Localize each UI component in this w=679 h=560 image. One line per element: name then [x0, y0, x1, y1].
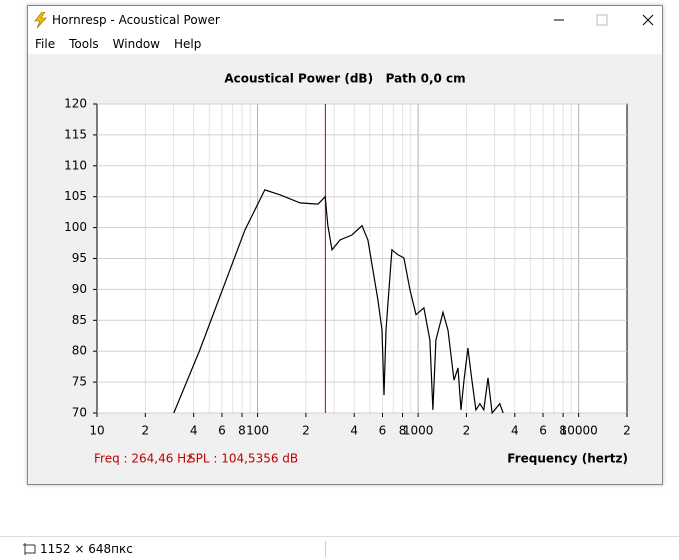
- response-curve: [173, 189, 504, 415]
- title-bar: Hornresp - Acoustical Power: [28, 6, 662, 34]
- y-tick-label: 105: [64, 189, 87, 203]
- y-tick-label: 120: [64, 97, 87, 111]
- x-tick-label: 10: [89, 424, 104, 438]
- y-tick-label: 115: [64, 127, 87, 141]
- x-axis-label: Frequency (hertz): [507, 452, 628, 466]
- menu-item[interactable]: File: [35, 37, 56, 51]
- y-tick-label: 75: [72, 375, 87, 389]
- x-tick-label: 6: [379, 424, 387, 438]
- y-tick-label: 90: [72, 282, 87, 296]
- maximize[interactable]: [596, 14, 608, 26]
- x-tick-label: 4: [190, 424, 198, 438]
- x-tick-label: 2: [623, 424, 631, 438]
- menu-item[interactable]: Help: [173, 37, 202, 51]
- y-tick-label: 95: [72, 251, 87, 265]
- cursor-freq: Freq : 264,46 Hz: [94, 452, 193, 466]
- menu-item[interactable]: Window: [112, 37, 160, 51]
- x-tick-label: 2: [302, 424, 310, 438]
- status-bar: 1152 × 648пкс: [0, 536, 679, 560]
- x-tick-label: 2: [463, 424, 471, 438]
- chart: Acoustical Power (dB) Path 0,0 cm Freque…: [64, 72, 631, 466]
- menu-item[interactable]: Tools: [69, 37, 99, 51]
- y-tick-label: 70: [72, 406, 87, 420]
- close[interactable]: [642, 14, 654, 26]
- x-tick-label: 1000: [403, 424, 434, 438]
- x-tick-label: 6: [218, 424, 226, 438]
- window-controls[interactable]: [542, 6, 662, 34]
- y-tick-label: 85: [72, 313, 87, 327]
- image-size: 1152 × 648пкс: [40, 542, 133, 556]
- chart-title: Acoustical Power (dB) Path 0,0 cm: [224, 72, 465, 86]
- x-tick-label: 4: [511, 424, 519, 438]
- cursor-spl: SPL : 104,5356 dB: [188, 452, 298, 466]
- x-tick-label: 8: [559, 424, 567, 438]
- x-tick-label: 8: [399, 424, 407, 438]
- y-tick-label: 110: [64, 158, 87, 172]
- size-icon: [23, 543, 36, 555]
- y-tick-label: 80: [72, 344, 87, 358]
- window-title: Hornresp - Acoustical Power: [52, 13, 220, 27]
- y-tick-label: 100: [64, 220, 87, 234]
- app-icon: [34, 12, 47, 28]
- x-tick-label: 100: [246, 424, 269, 438]
- x-tick-label: 8: [238, 424, 246, 438]
- x-tick-label: 10000: [560, 424, 598, 438]
- menu-bar: File Tools Window Help: [28, 34, 662, 54]
- x-tick-label: 4: [350, 424, 358, 438]
- x-tick-label: 6: [539, 424, 547, 438]
- x-tick-label: 2: [142, 424, 150, 438]
